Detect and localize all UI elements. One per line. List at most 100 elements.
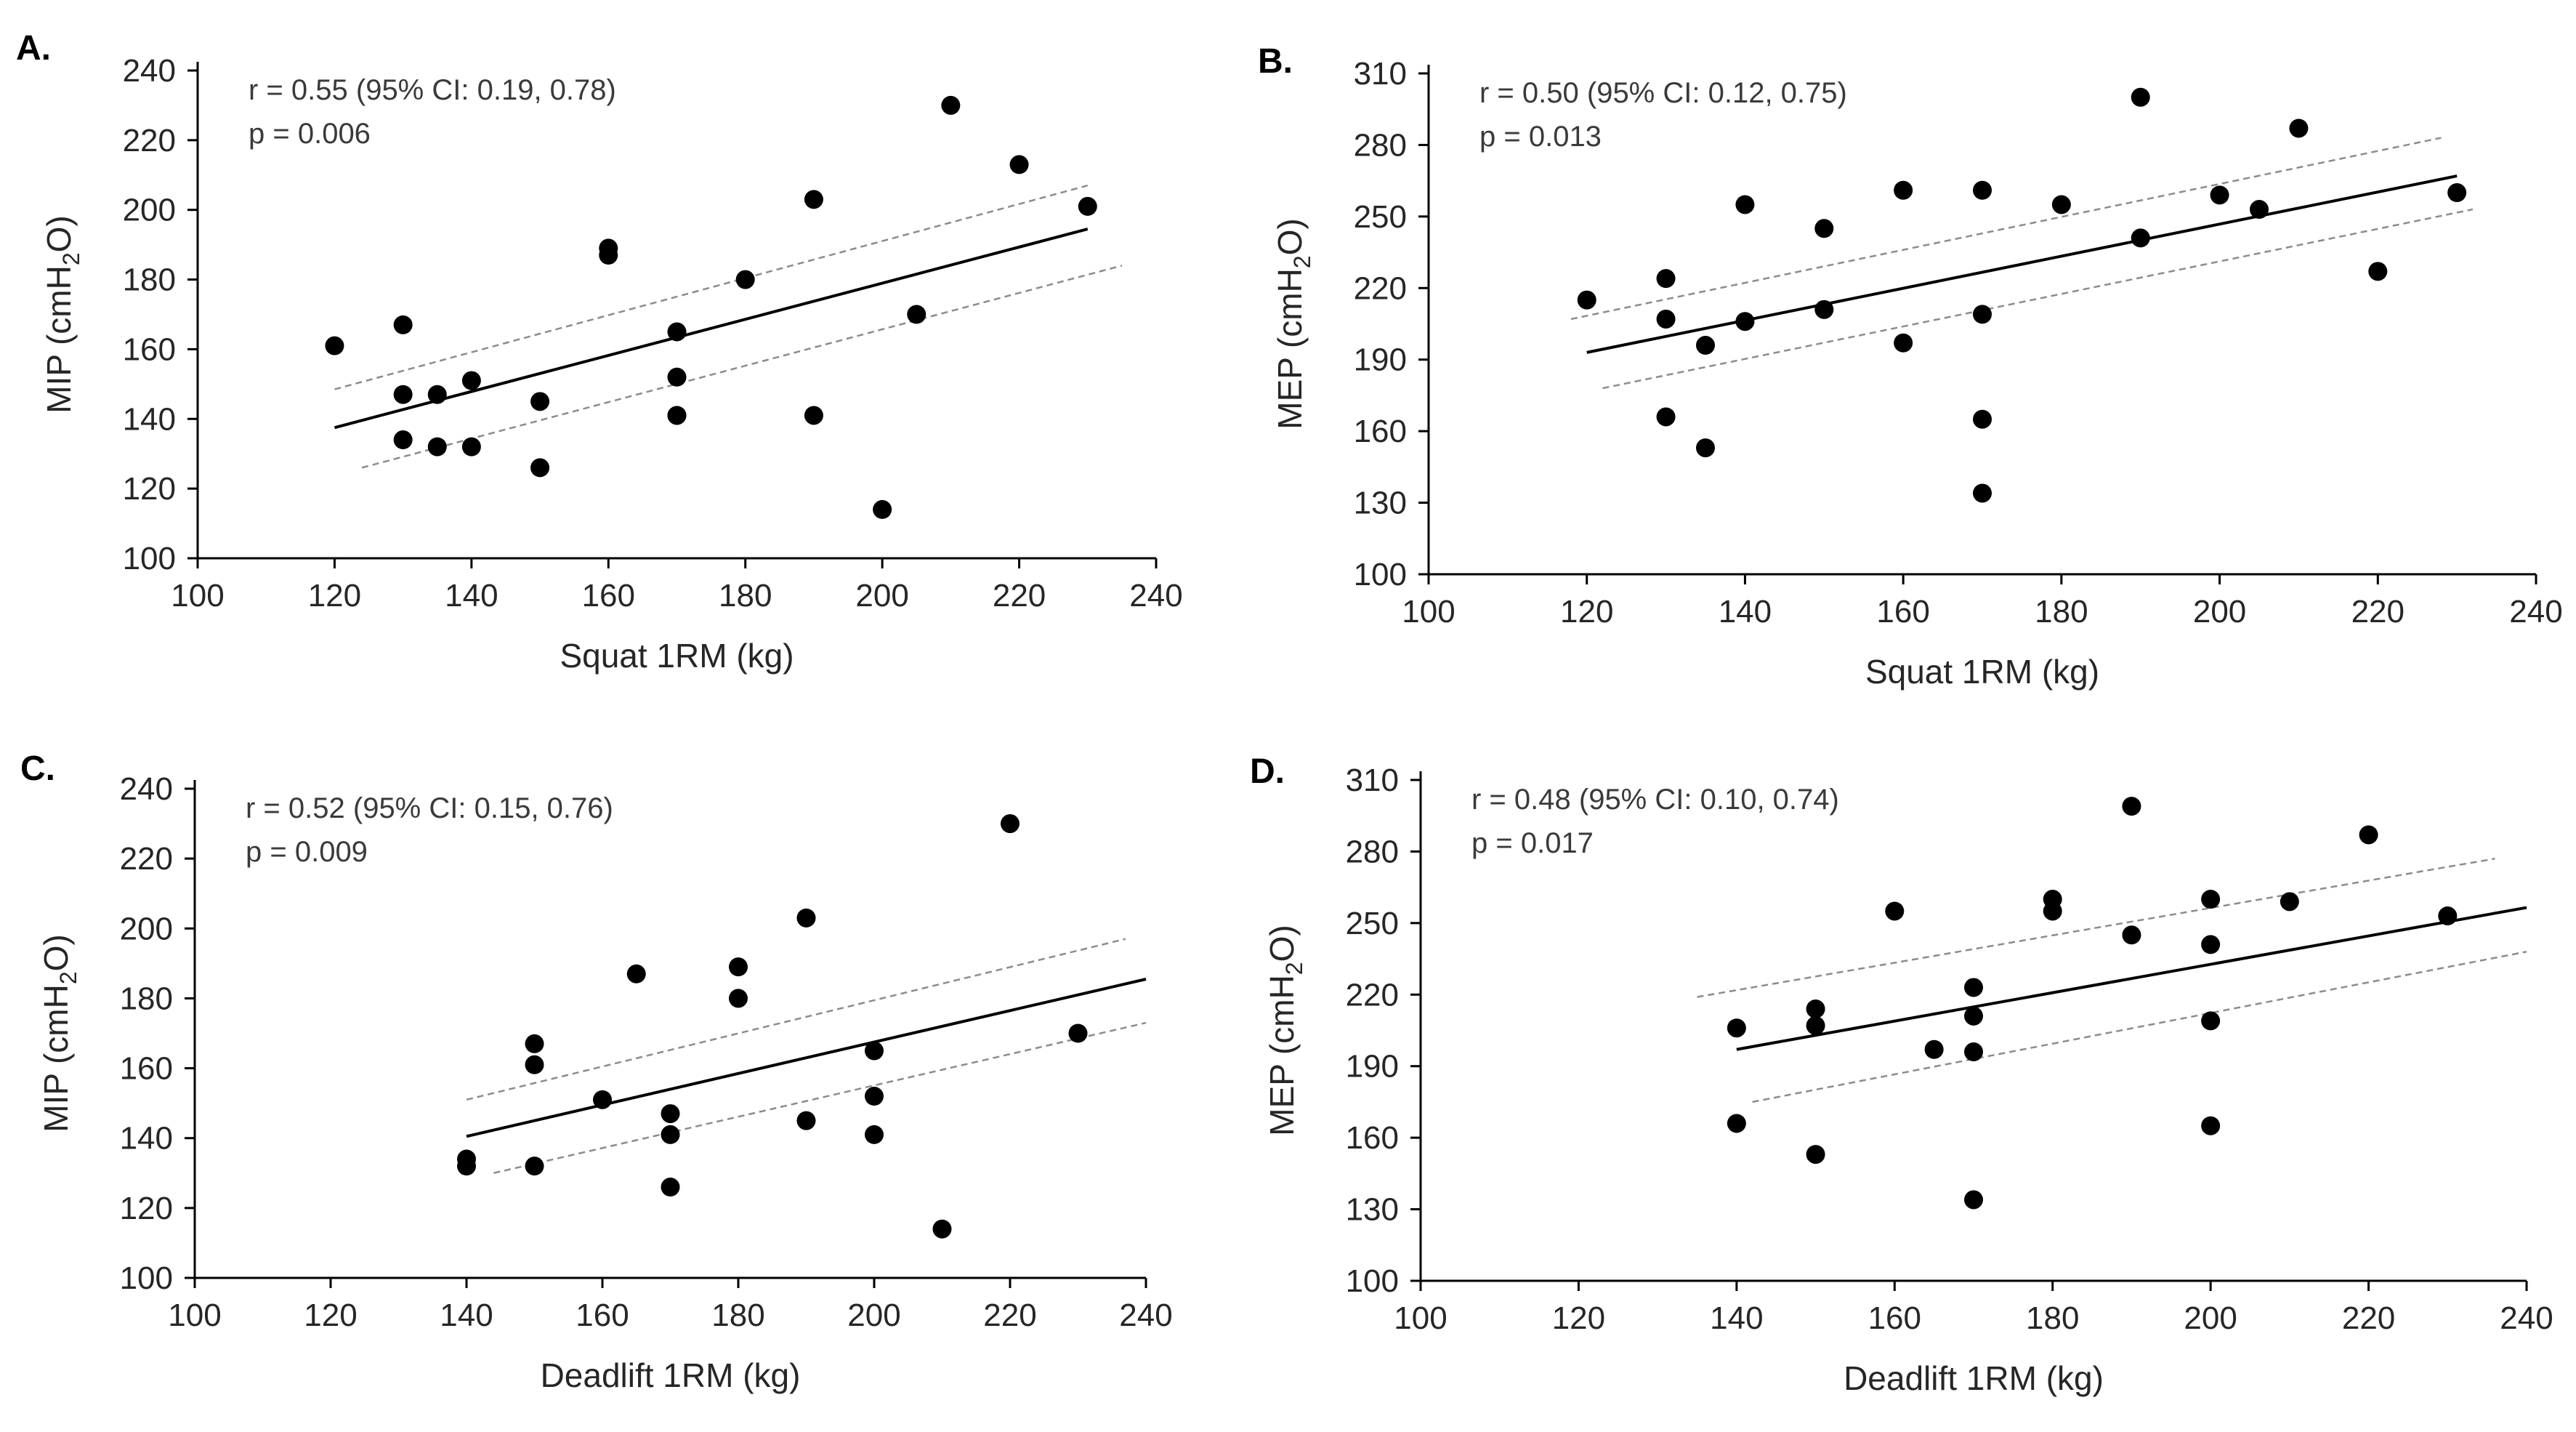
- data-point: [599, 246, 618, 265]
- ci-lower-line: [493, 1021, 1147, 1175]
- data-point: [2131, 87, 2150, 107]
- data-point: [796, 1111, 816, 1130]
- data-point: [427, 437, 447, 456]
- x-tick-label: 160: [1868, 1300, 1921, 1336]
- data-point: [427, 385, 447, 404]
- ci-upper-line: [334, 184, 1089, 390]
- y-tick-label: 160: [120, 1051, 173, 1087]
- data-point: [1806, 1015, 1825, 1035]
- data-point: [796, 908, 816, 928]
- y-tick-label: 160: [1354, 414, 1407, 449]
- x-tick-label: 160: [576, 1298, 629, 1333]
- data-point: [729, 957, 748, 977]
- data-point: [1973, 180, 1992, 200]
- chart-panel-4: D.100 120 140 160 180 200 220 24010013016019022…: [1250, 752, 2553, 1397]
- data-point: [1894, 180, 1913, 200]
- chart-panel-1: A. 100 120 140 160 180 200 220 240 100 120 140 160 18…: [16, 29, 1183, 675]
- data-point: [393, 385, 413, 404]
- panel-label: A.: [16, 29, 51, 68]
- y-tick-label: 280: [1354, 127, 1407, 163]
- data-point: [525, 1034, 544, 1053]
- panel-label: B.: [1258, 42, 1293, 81]
- x-tick-label: 180: [2026, 1300, 2079, 1336]
- x-tick-label: 120: [1552, 1300, 1605, 1336]
- data-point: [667, 406, 687, 425]
- data-point: [2201, 1011, 2221, 1031]
- x-tick-label: 180: [2035, 594, 2088, 629]
- data-point: [1727, 1114, 1746, 1133]
- y-axis-title-end: O): [37, 934, 75, 971]
- data-point: [735, 270, 755, 289]
- x-tick-label: 160: [582, 578, 635, 614]
- data-point: [661, 1125, 680, 1144]
- data-point: [865, 1041, 884, 1061]
- data-point: [593, 1090, 612, 1109]
- y-tick-label: 100: [1354, 557, 1407, 592]
- regression-line: [334, 228, 1089, 430]
- data-point: [1924, 1039, 1944, 1059]
- data-point: [1973, 409, 1992, 429]
- panel-label: D.: [1250, 752, 1285, 791]
- x-tick-label: 120: [308, 578, 361, 614]
- data-point: [661, 1104, 680, 1124]
- y-tick-label: 200: [120, 911, 173, 946]
- y-tick-label: 190: [1354, 342, 1407, 378]
- x-tick-label: 200: [847, 1298, 900, 1333]
- data-point: [932, 1219, 952, 1239]
- x-tick-label: 160: [1876, 594, 1929, 629]
- regression-line: [466, 978, 1147, 1138]
- x-tick-label: 240: [2500, 1300, 2553, 1336]
- data-point: [2359, 825, 2378, 845]
- y-axis-title-end: O): [1271, 218, 1309, 255]
- y-axis-title-text: MIP (cmH: [40, 265, 78, 414]
- x-tick-label: 200: [2193, 594, 2246, 629]
- data-point: [2368, 262, 2388, 281]
- data-point: [461, 437, 481, 456]
- y-tick-label: 200: [123, 193, 176, 228]
- data-point: [661, 1178, 680, 1197]
- y-axis-title-subscript: 2: [55, 971, 81, 984]
- y-tick-label: 310: [1354, 56, 1407, 92]
- x-tick-label: 100: [1402, 594, 1455, 629]
- data-point: [2438, 906, 2458, 926]
- data-point: [1727, 1018, 1746, 1038]
- y-tick-label: 160: [123, 331, 176, 367]
- data-point: [2122, 797, 2141, 816]
- x-tick-label: 180: [719, 578, 772, 614]
- data-point: [2447, 183, 2467, 203]
- data-point: [1735, 312, 1755, 331]
- y-axis-title-end: O): [40, 215, 78, 252]
- data-point: [1894, 333, 1913, 353]
- y-tick-label: 100: [1346, 1263, 1399, 1299]
- data-point: [1964, 1042, 1983, 1062]
- data-point: [729, 989, 748, 1008]
- data-point: [1696, 438, 1715, 458]
- y-tick-label: 140: [123, 401, 176, 437]
- data-point: [873, 499, 892, 519]
- data-point: [1814, 299, 1834, 319]
- y-tick-label: 190: [1346, 1049, 1399, 1085]
- y-tick-label: 160: [1346, 1120, 1399, 1156]
- regression-line: [1736, 906, 2527, 1051]
- x-tick-label: 220: [2351, 594, 2405, 629]
- x-tick-label: 100: [168, 1298, 221, 1333]
- y-tick-label: 140: [120, 1121, 173, 1157]
- stat-annotation: p = 0.009: [246, 836, 368, 868]
- x-tick-label: 100: [1394, 1300, 1447, 1336]
- y-axis-title: MEP (cmH2O): [1263, 925, 1307, 1135]
- stat-annotation: r = 0.50 (95% CI: 0.12, 0.75): [1479, 77, 1847, 109]
- ci-upper-line: [1570, 137, 2442, 321]
- y-tick-label: 120: [120, 1191, 173, 1226]
- x-axis-title: Deadlift 1RM (kg): [1844, 1359, 2104, 1397]
- data-point: [2280, 892, 2299, 912]
- x-axis-title: Squat 1RM (kg): [560, 637, 794, 675]
- y-axis-title-subscript: 2: [1289, 255, 1315, 268]
- data-point: [325, 336, 344, 355]
- data-point: [457, 1157, 476, 1176]
- x-tick-label: 200: [855, 578, 908, 614]
- y-tick-label: 130: [1354, 486, 1407, 521]
- data-point: [393, 430, 413, 450]
- data-point: [525, 1157, 544, 1176]
- x-tick-label: 220: [993, 578, 1046, 614]
